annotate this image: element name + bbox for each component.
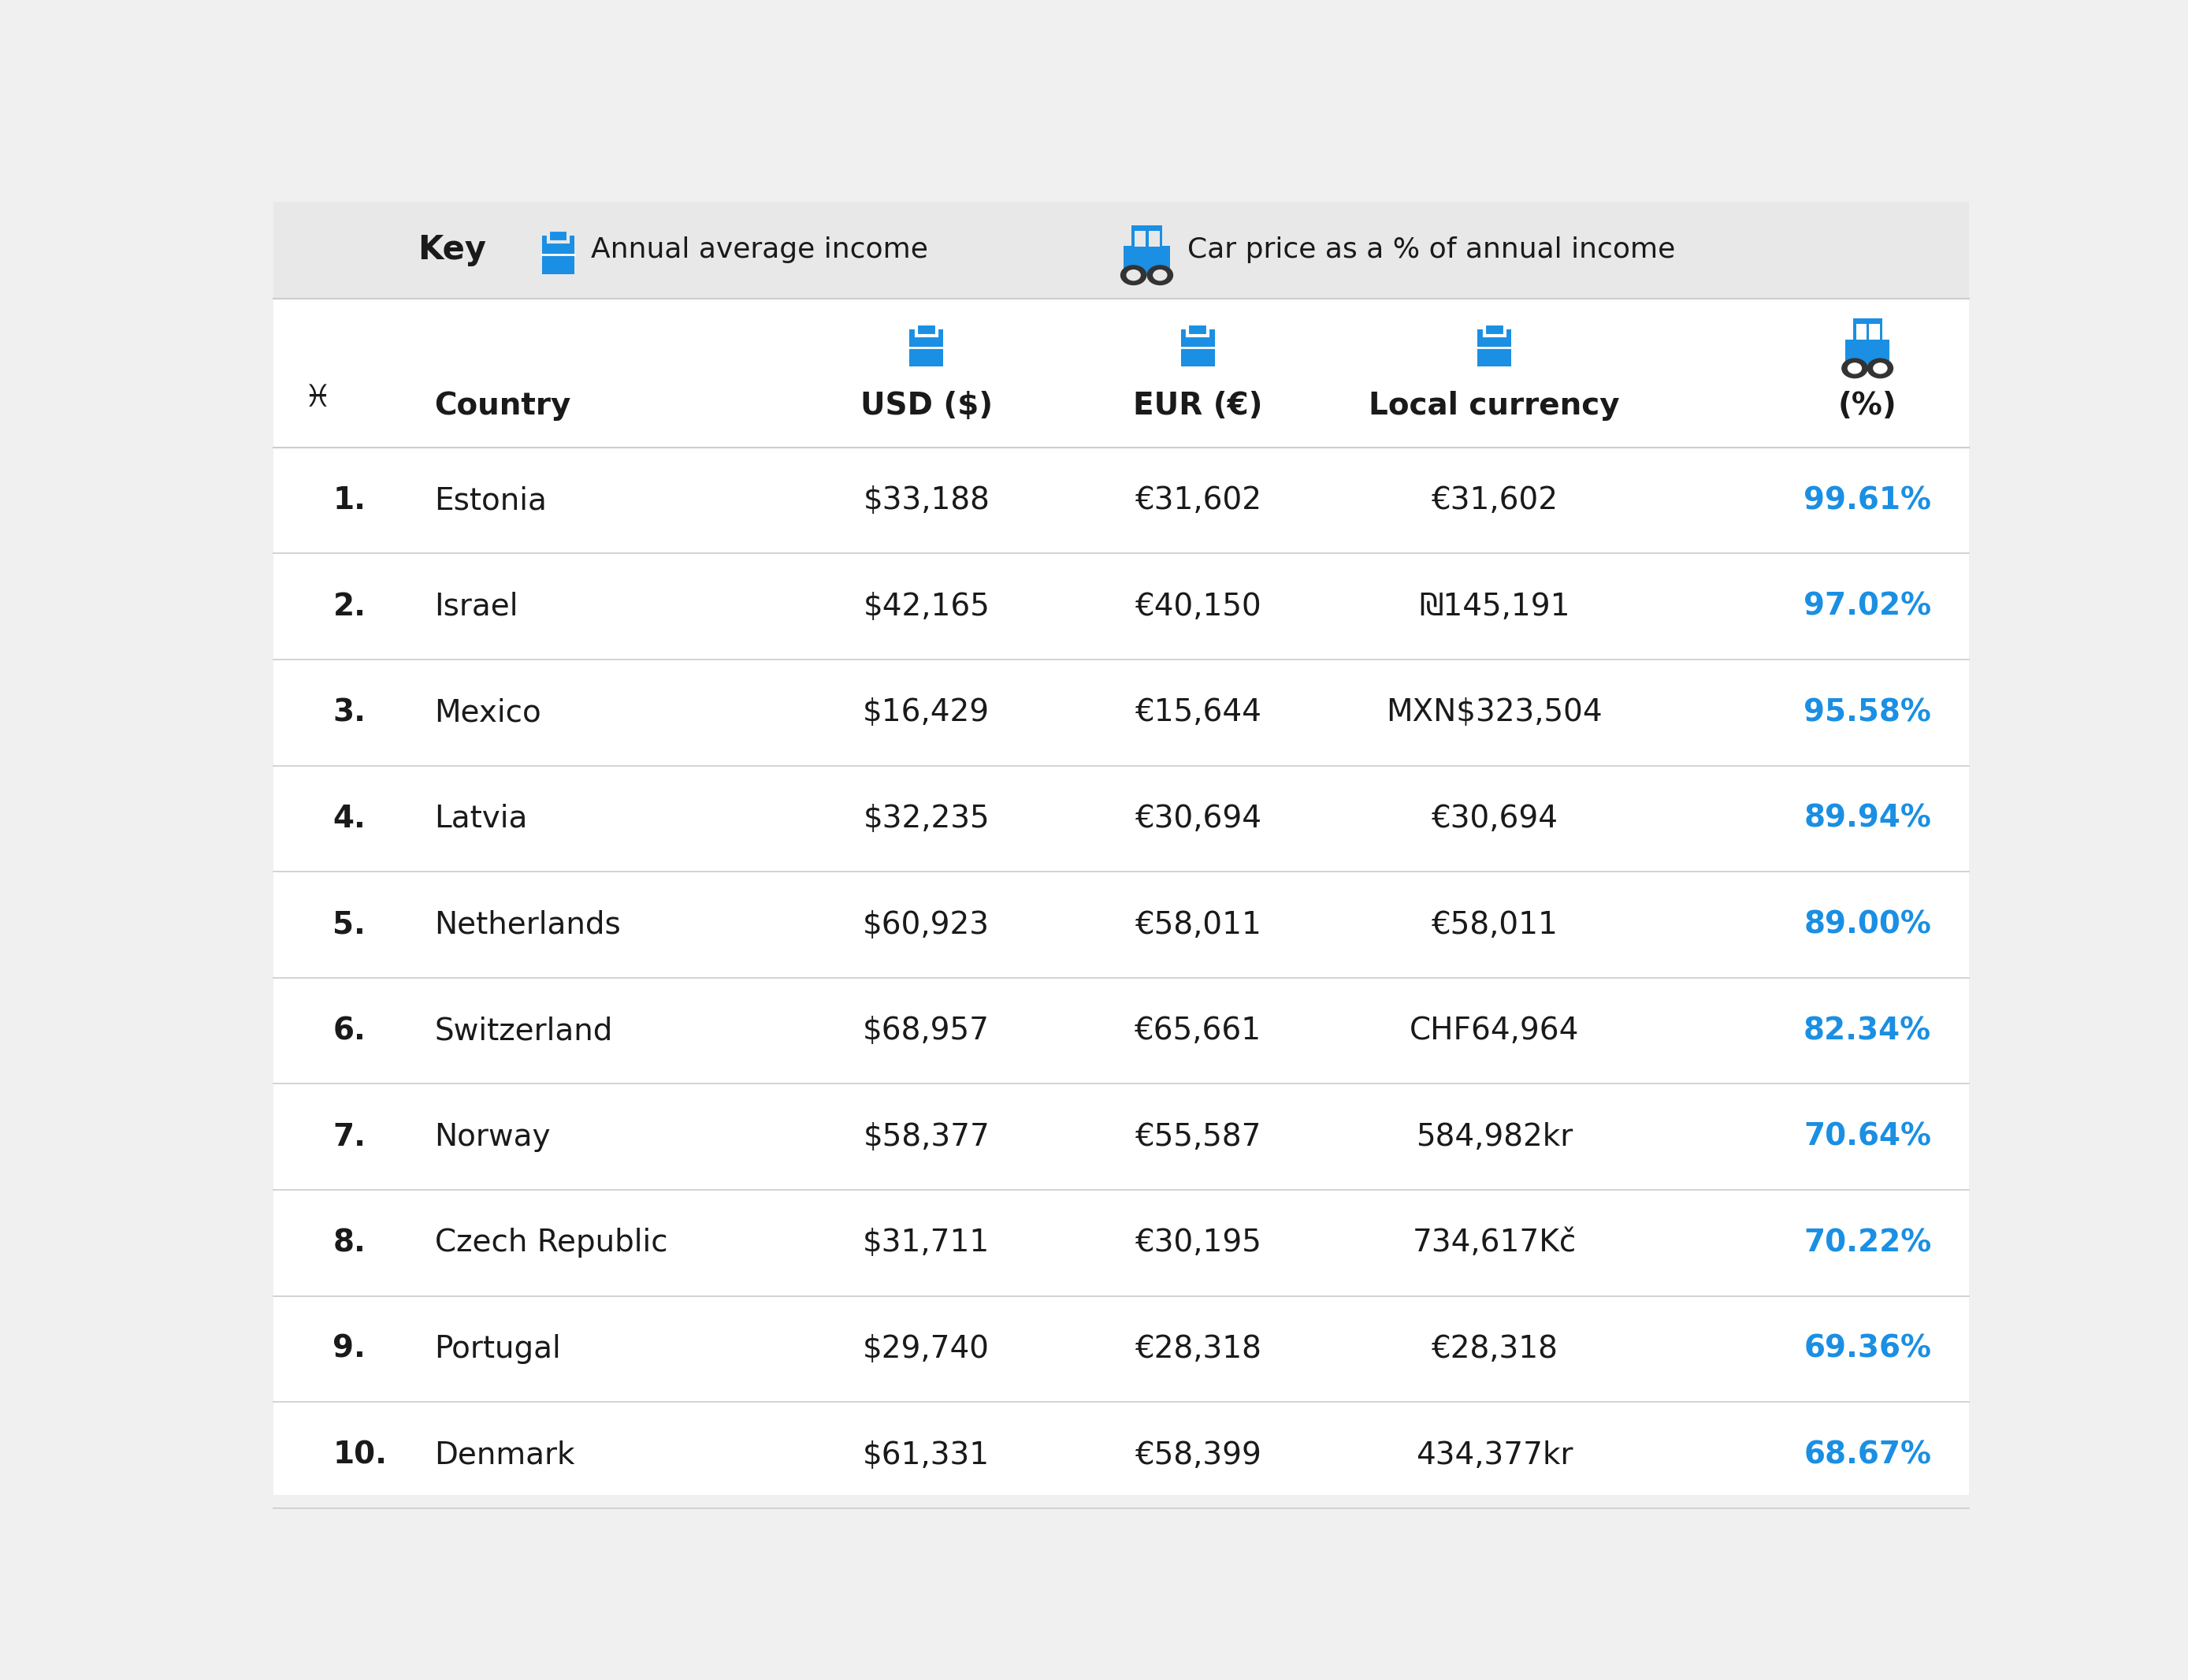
Text: 70.22%: 70.22% [1803, 1228, 1932, 1258]
Circle shape [1842, 358, 1866, 378]
Text: Israel: Israel [435, 591, 519, 622]
Text: €30,694: €30,694 [1133, 803, 1260, 833]
FancyBboxPatch shape [1149, 230, 1160, 247]
FancyBboxPatch shape [1125, 247, 1171, 276]
Text: Local currency: Local currency [1370, 391, 1619, 420]
Text: 68.67%: 68.67% [1803, 1440, 1932, 1470]
Text: Car price as a % of annual income: Car price as a % of annual income [1188, 237, 1676, 264]
Text: €28,318: €28,318 [1431, 1334, 1558, 1364]
Text: $60,923: $60,923 [862, 911, 989, 939]
Text: 89.00%: 89.00% [1803, 911, 1932, 939]
Circle shape [1869, 358, 1893, 378]
Text: 1.: 1. [333, 486, 365, 516]
FancyBboxPatch shape [1844, 339, 1890, 370]
Circle shape [1153, 270, 1166, 281]
Text: 7.: 7. [333, 1122, 365, 1152]
Text: (%): (%) [1838, 391, 1897, 420]
FancyBboxPatch shape [917, 324, 936, 336]
Text: €30,694: €30,694 [1431, 803, 1558, 833]
Text: MXN$323,504: MXN$323,504 [1387, 697, 1602, 727]
Text: $32,235: $32,235 [862, 803, 989, 833]
Text: Netherlands: Netherlands [435, 911, 621, 939]
Text: ♓: ♓ [304, 383, 333, 413]
Circle shape [1147, 265, 1173, 286]
Text: €28,318: €28,318 [1133, 1334, 1260, 1364]
Text: Czech Republic: Czech Republic [435, 1228, 667, 1258]
Text: Norway: Norway [435, 1122, 551, 1152]
Text: 69.36%: 69.36% [1803, 1334, 1932, 1364]
Text: €31,602: €31,602 [1431, 486, 1558, 516]
Text: ₪145,191: ₪145,191 [1420, 591, 1569, 622]
FancyBboxPatch shape [1477, 329, 1512, 366]
Text: $29,740: $29,740 [862, 1334, 989, 1364]
FancyBboxPatch shape [910, 329, 943, 366]
Text: €40,150: €40,150 [1133, 591, 1260, 622]
Text: Country: Country [435, 391, 571, 420]
Text: 5.: 5. [333, 911, 365, 939]
Circle shape [1127, 270, 1140, 281]
Text: $61,331: $61,331 [862, 1440, 989, 1470]
Text: 10.: 10. [333, 1440, 387, 1470]
Circle shape [1120, 265, 1147, 286]
Text: 82.34%: 82.34% [1803, 1016, 1932, 1045]
Text: Annual average income: Annual average income [591, 237, 928, 264]
Text: 734,617Kč: 734,617Kč [1413, 1228, 1575, 1258]
Text: 97.02%: 97.02% [1803, 591, 1932, 622]
Text: 4.: 4. [333, 803, 365, 833]
FancyBboxPatch shape [1136, 230, 1147, 247]
Text: €58,011: €58,011 [1133, 911, 1260, 939]
FancyBboxPatch shape [543, 235, 575, 274]
Text: EUR (€): EUR (€) [1133, 391, 1262, 420]
Text: 89.94%: 89.94% [1803, 803, 1932, 833]
FancyBboxPatch shape [1855, 324, 1866, 339]
Text: €58,011: €58,011 [1431, 911, 1558, 939]
Text: €58,399: €58,399 [1133, 1440, 1260, 1470]
Text: €15,644: €15,644 [1133, 697, 1260, 727]
Text: Estonia: Estonia [435, 486, 547, 516]
Text: Portugal: Portugal [435, 1334, 562, 1364]
Text: CHF64,964: CHF64,964 [1409, 1016, 1580, 1045]
Text: $16,429: $16,429 [862, 697, 989, 727]
FancyBboxPatch shape [1483, 324, 1505, 336]
Text: $33,188: $33,188 [862, 486, 989, 516]
Text: $58,377: $58,377 [862, 1122, 989, 1152]
Text: Mexico: Mexico [435, 697, 543, 727]
FancyBboxPatch shape [1131, 225, 1162, 250]
Text: 99.61%: 99.61% [1803, 486, 1932, 516]
Circle shape [1849, 363, 1862, 373]
Text: 434,377kr: 434,377kr [1416, 1440, 1573, 1470]
FancyBboxPatch shape [1188, 324, 1208, 336]
Text: 95.58%: 95.58% [1803, 697, 1932, 727]
Text: 2.: 2. [333, 591, 365, 622]
Circle shape [1873, 363, 1886, 373]
Text: €55,587: €55,587 [1133, 1122, 1260, 1152]
Text: 8.: 8. [333, 1228, 365, 1258]
FancyBboxPatch shape [1869, 324, 1879, 339]
FancyBboxPatch shape [274, 299, 1969, 1495]
Text: Denmark: Denmark [435, 1440, 575, 1470]
Text: €65,661: €65,661 [1133, 1016, 1260, 1045]
Text: Switzerland: Switzerland [435, 1016, 613, 1045]
Text: 9.: 9. [333, 1334, 365, 1364]
Text: Key: Key [418, 234, 486, 267]
Text: $68,957: $68,957 [862, 1016, 989, 1045]
Text: 70.64%: 70.64% [1803, 1122, 1932, 1152]
FancyBboxPatch shape [1853, 318, 1882, 343]
Text: 584,982kr: 584,982kr [1416, 1122, 1573, 1152]
Text: $31,711: $31,711 [862, 1228, 989, 1258]
FancyBboxPatch shape [274, 202, 1969, 299]
FancyBboxPatch shape [1182, 329, 1214, 366]
Text: USD ($): USD ($) [860, 391, 993, 420]
FancyBboxPatch shape [549, 230, 569, 242]
Text: €31,602: €31,602 [1133, 486, 1260, 516]
Text: Latvia: Latvia [435, 803, 527, 833]
Text: 6.: 6. [333, 1016, 365, 1045]
Text: 3.: 3. [333, 697, 365, 727]
Text: $42,165: $42,165 [862, 591, 989, 622]
Text: €30,195: €30,195 [1133, 1228, 1260, 1258]
